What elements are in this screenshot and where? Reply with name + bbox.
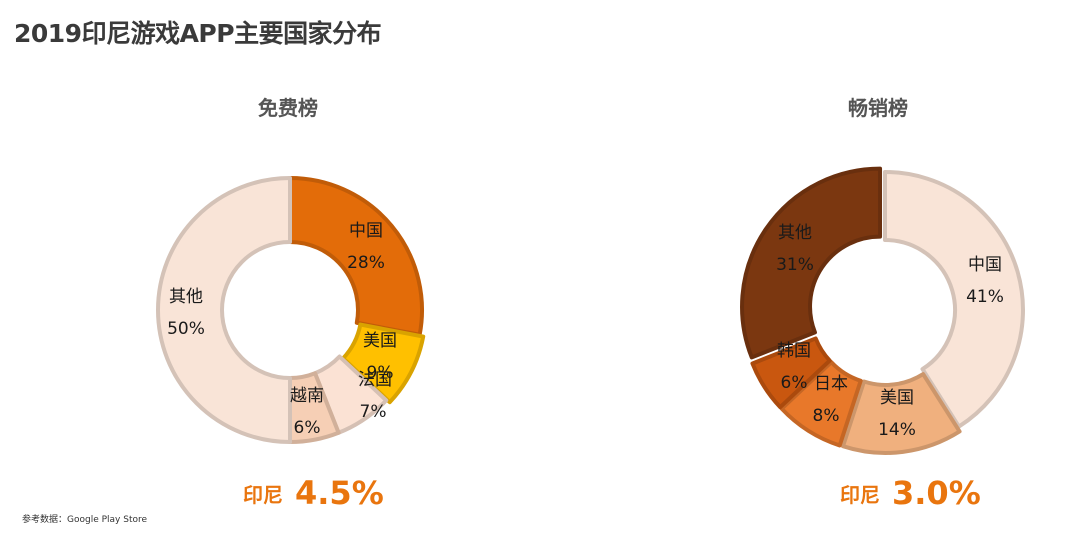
slice-value: 41% <box>966 287 1004 307</box>
slice-value: 8% <box>813 406 840 426</box>
source-note: 参考数据：Google Play Store <box>22 515 148 525</box>
slice-label: 美国 <box>363 331 397 351</box>
donut-slice-4 <box>156 176 292 444</box>
slice-value: 28% <box>347 253 385 273</box>
donut-slice-3 <box>750 336 832 410</box>
chart-title-free: 免费榜 <box>258 96 318 120</box>
slice-value: 7% <box>360 402 387 422</box>
donut-slice-0 <box>883 170 1025 429</box>
indonesia-share-free: 印尼 4.5% <box>243 474 384 512</box>
slice-label: 美国 <box>880 388 914 408</box>
slice-value: 50% <box>167 319 205 339</box>
slice-value: 9% <box>367 363 394 383</box>
indonesia-share-grossing: 印尼 3.0% <box>840 474 981 512</box>
indonesia-share-value: 3.0% <box>892 474 981 512</box>
donut-slice-0 <box>288 176 424 337</box>
slice-value: 31% <box>776 255 814 275</box>
page-title: 2019印尼游戏APP主要国家分布 <box>14 19 382 48</box>
slice-label: 法国 <box>358 370 392 390</box>
chart-title-grossing: 畅销榜 <box>848 96 908 120</box>
slice-value: 6% <box>781 373 808 393</box>
indonesia-label: 印尼 <box>840 483 880 507</box>
slice-value: 14% <box>878 420 916 440</box>
slice-label: 越南 <box>290 386 324 406</box>
slice-label: 韩国 <box>777 341 811 361</box>
slice-label: 日本 <box>814 374 848 394</box>
donut-slice-4 <box>740 166 883 360</box>
slice-value: 6% <box>294 418 321 438</box>
donut-slice-1 <box>840 372 962 455</box>
indonesia-label: 印尼 <box>243 483 283 507</box>
donut-slice-1 <box>341 322 426 405</box>
slice-label: 其他 <box>778 223 812 243</box>
donut-chart-grossing: 中国 41% 美国 14% 日本 8% 韩国 6% 其他 31% <box>740 166 1025 455</box>
donut-slice-2 <box>779 360 863 448</box>
slice-label: 其他 <box>169 287 203 307</box>
donut-chart-free: 中国 28% 美国 9%法国 7% 越南 6% 其他 50% <box>156 176 426 444</box>
slice-label: 中国 <box>968 255 1002 275</box>
slice-label: 中国 <box>349 221 383 241</box>
indonesia-share-value: 4.5% <box>295 474 384 512</box>
